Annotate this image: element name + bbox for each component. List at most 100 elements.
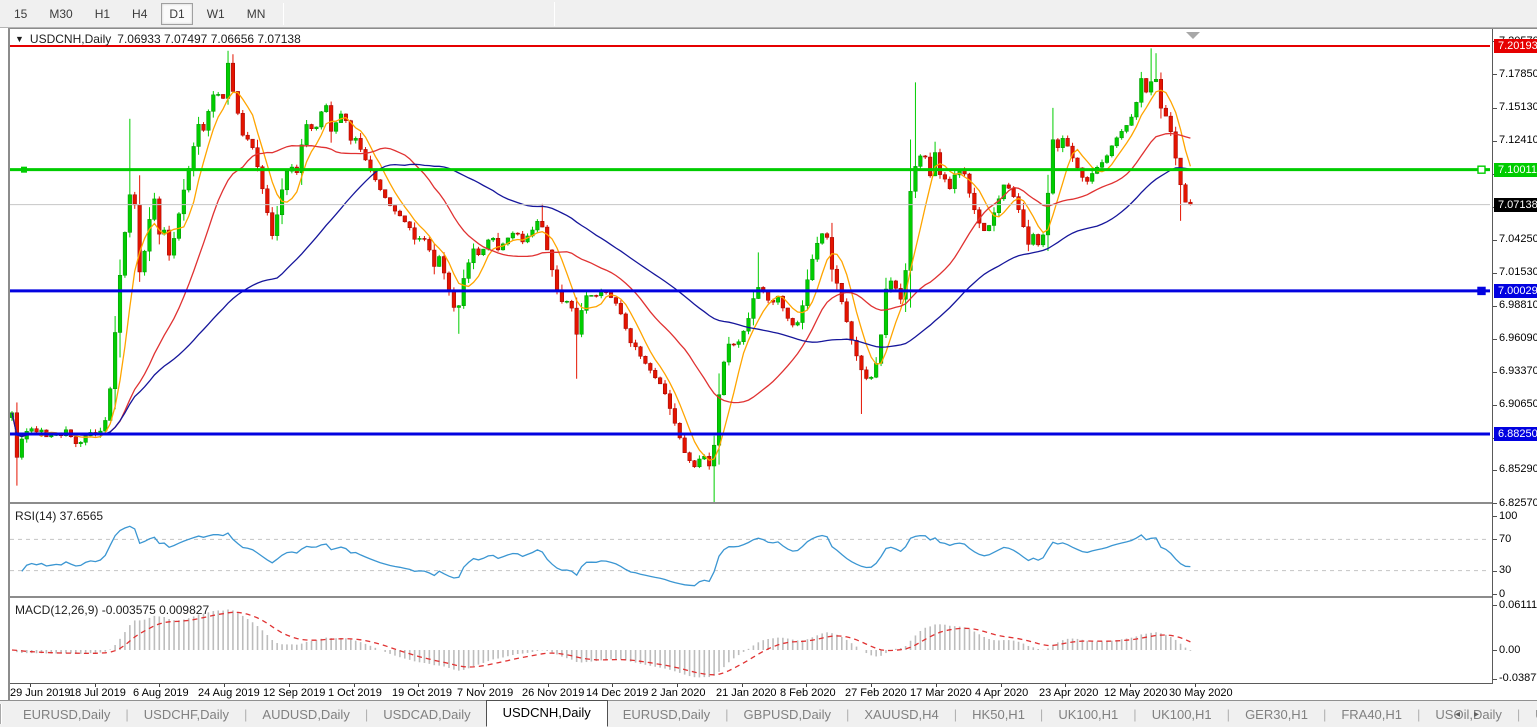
rsi-axis-label: 100	[1499, 510, 1518, 522]
date-axis-tick	[612, 684, 613, 687]
timeframe-button-d1[interactable]: D1	[161, 2, 193, 25]
chart-ohlc-values: 7.06933 7.07497 7.06656 7.07138	[117, 32, 301, 46]
chart-tab-eurusd-daily[interactable]: EURUSD,Daily	[622, 706, 711, 722]
date-axis-tick	[30, 684, 31, 687]
tab-divider: |	[364, 706, 369, 722]
chart-tab-gbpusd-daily[interactable]: GBPUSD,Daily	[743, 706, 831, 722]
price-axis-label: 6.90650	[1499, 398, 1537, 410]
rsi-label: RSI(14) 37.6565	[15, 509, 104, 523]
rsi-canvas[interactable]	[10, 506, 1490, 596]
date-axis-tick	[1130, 684, 1131, 687]
rsi-axis-tick	[1493, 539, 1497, 540]
tab-divider: |	[125, 706, 129, 722]
rsi-indicator-panel[interactable]: RSI(14) 37.6565	[10, 506, 1492, 598]
rsi-axis-tick	[1493, 594, 1497, 595]
chart-title-dropdown-icon[interactable]: ▼	[15, 34, 24, 44]
chart-tab-usdchf-daily[interactable]: USDCHF,Daily	[143, 706, 230, 722]
ma-slow-line	[11, 163, 1191, 438]
macd-histogram	[16, 609, 1192, 678]
date-axis-tick	[548, 684, 549, 687]
macd-axis-label: -0.038777	[1499, 672, 1537, 684]
date-axis-tick	[1065, 684, 1066, 687]
date-axis-tick	[871, 684, 872, 687]
timeframe-button-mn[interactable]: MN	[246, 6, 266, 21]
candlesticks	[10, 48, 1193, 502]
price-axis-label: 6.98810	[1499, 299, 1537, 311]
date-axis-label: 17 Mar 2020	[910, 687, 972, 699]
timeframe-button-h4[interactable]: H4	[132, 6, 148, 21]
timeframe-button-w1[interactable]: W1	[206, 6, 225, 21]
price-axis-tick	[1493, 273, 1497, 274]
chart-tab-fra40-h1[interactable]: FRA40,H1	[1341, 706, 1403, 722]
date-axis-tick	[1001, 684, 1002, 687]
rsi-axis-label: 30	[1499, 564, 1512, 576]
date-axis-tick	[742, 684, 743, 687]
price-axis-tick	[1493, 141, 1497, 142]
hline-right-handle[interactable]	[1477, 286, 1486, 296]
timeframe-button-m30[interactable]: M30	[49, 6, 73, 21]
chart-tab-uk100-h1[interactable]: UK100,H1	[1058, 706, 1119, 722]
price-axis-tick	[1493, 372, 1497, 373]
tab-scroll-left-icon[interactable]: ◂	[1454, 709, 1474, 720]
chart-tab-audusd-daily[interactable]: AUDUSD,Daily	[262, 706, 350, 722]
tab-scroll-right-icon[interactable]: ▸	[1473, 709, 1493, 720]
price-axis-tick	[1493, 108, 1497, 109]
chart-tab-uk100-h1[interactable]: UK100,H1	[1151, 706, 1212, 722]
timeframe-button-h1[interactable]: H1	[94, 6, 111, 21]
macd-label: MACD(12,26,9) -0.003575 0.009827	[15, 603, 210, 617]
price-chart-panel[interactable]: ▼ USDCNH,Daily 7.06933 7.07497 7.06656 7…	[10, 29, 1492, 504]
chart-tab-usdcnh-daily[interactable]: USDCNH,Daily	[485, 699, 608, 727]
price-axis-tick	[1493, 306, 1497, 307]
tab-divider: |	[953, 706, 958, 722]
rsi-axis-tick	[1493, 516, 1497, 517]
chart-tab-usdjpy-h1[interactable]: USDJPY,H1	[1520, 703, 1537, 726]
timeframe-button-15[interactable]: 15	[14, 6, 28, 21]
date-axis-tick	[95, 684, 96, 687]
chart-tab-hk50-h1[interactable]: HK50,H1	[972, 706, 1025, 722]
price-axis-label: 7.12410	[1499, 134, 1537, 146]
chart-tab-ger30-h1[interactable]: GER30,H1	[1245, 706, 1308, 722]
price-axis-label: 7.15130	[1499, 101, 1537, 113]
tab-divider: |	[725, 706, 729, 722]
date-axis-label: 6 Aug 2019	[133, 687, 189, 699]
chart-tab-usdcad-daily[interactable]: USDCAD,Daily	[383, 706, 471, 722]
hline-right-handle[interactable]	[1477, 165, 1486, 174]
date-axis-label: 14 Dec 2019	[586, 687, 649, 699]
scroll-to-end-icon[interactable]	[1186, 32, 1200, 39]
price-axis-tick	[1493, 470, 1497, 471]
chart-symbol-period: USDCNH,Daily	[29, 32, 112, 46]
date-axis[interactable]: 29 Jun 2019 18 Jul 2019 6 Aug 2019 24 Aug 2…	[10, 684, 1537, 701]
price-badge-6.88250: 6.88250	[1494, 427, 1537, 441]
date-axis-label: 23 Apr 2020	[1039, 687, 1099, 699]
chart-tab-usoil-daily[interactable]: USOil,Daily	[1435, 706, 1502, 722]
price-axis-label: 7.01530	[1499, 266, 1537, 278]
price-chart-canvas[interactable]	[10, 29, 1490, 502]
date-axis-label: 12 Sep 2019	[263, 687, 326, 699]
chart-tab-xauusd-h4[interactable]: XAUUSD,H4	[864, 706, 939, 722]
macd-signal-line	[11, 611, 1191, 676]
hline-left-handle[interactable]	[21, 166, 27, 173]
chart-tab-eurusd-daily[interactable]: EURUSD,Daily	[23, 706, 111, 722]
tab-divider: |	[845, 706, 850, 722]
chart-window: ▼ USDCNH,Daily 7.06933 7.07497 7.06656 7…	[8, 28, 1537, 701]
macd-indicator-panel[interactable]: MACD(12,26,9) -0.003575 0.009827	[10, 600, 1492, 684]
date-axis-tick	[1195, 684, 1196, 687]
date-axis-tick	[806, 684, 807, 687]
tab-scroll-arrows: ◂▸	[1455, 709, 1493, 720]
date-axis-label: 19 Oct 2019	[392, 687, 452, 699]
price-axis[interactable]: 7.205707.178507.151307.124107.096907.069…	[1492, 29, 1537, 684]
date-axis-label: 8 Feb 2020	[780, 687, 836, 699]
horizontal-lines[interactable]	[10, 45, 1490, 436]
price-axis-tick	[1493, 339, 1497, 340]
macd-axis-label: 0.061119	[1499, 599, 1537, 611]
price-badge-7.20193: 7.20193	[1494, 39, 1537, 53]
date-axis-label: 24 Aug 2019	[198, 687, 260, 699]
price-axis-label: 6.96090	[1499, 332, 1537, 344]
price-axis-label: 6.82570	[1499, 497, 1537, 509]
macd-canvas[interactable]	[10, 600, 1490, 683]
tab-divider: |	[1322, 706, 1327, 722]
timeframe-toolbar: 15 M30 H1 H4 D1 W1 MN	[0, 0, 1537, 28]
date-axis-label: 27 Feb 2020	[845, 687, 907, 699]
chart-tabs: EURUSD,Daily | USDCHF,Daily | AUDUSD,Daily | U…	[8, 699, 1537, 727]
